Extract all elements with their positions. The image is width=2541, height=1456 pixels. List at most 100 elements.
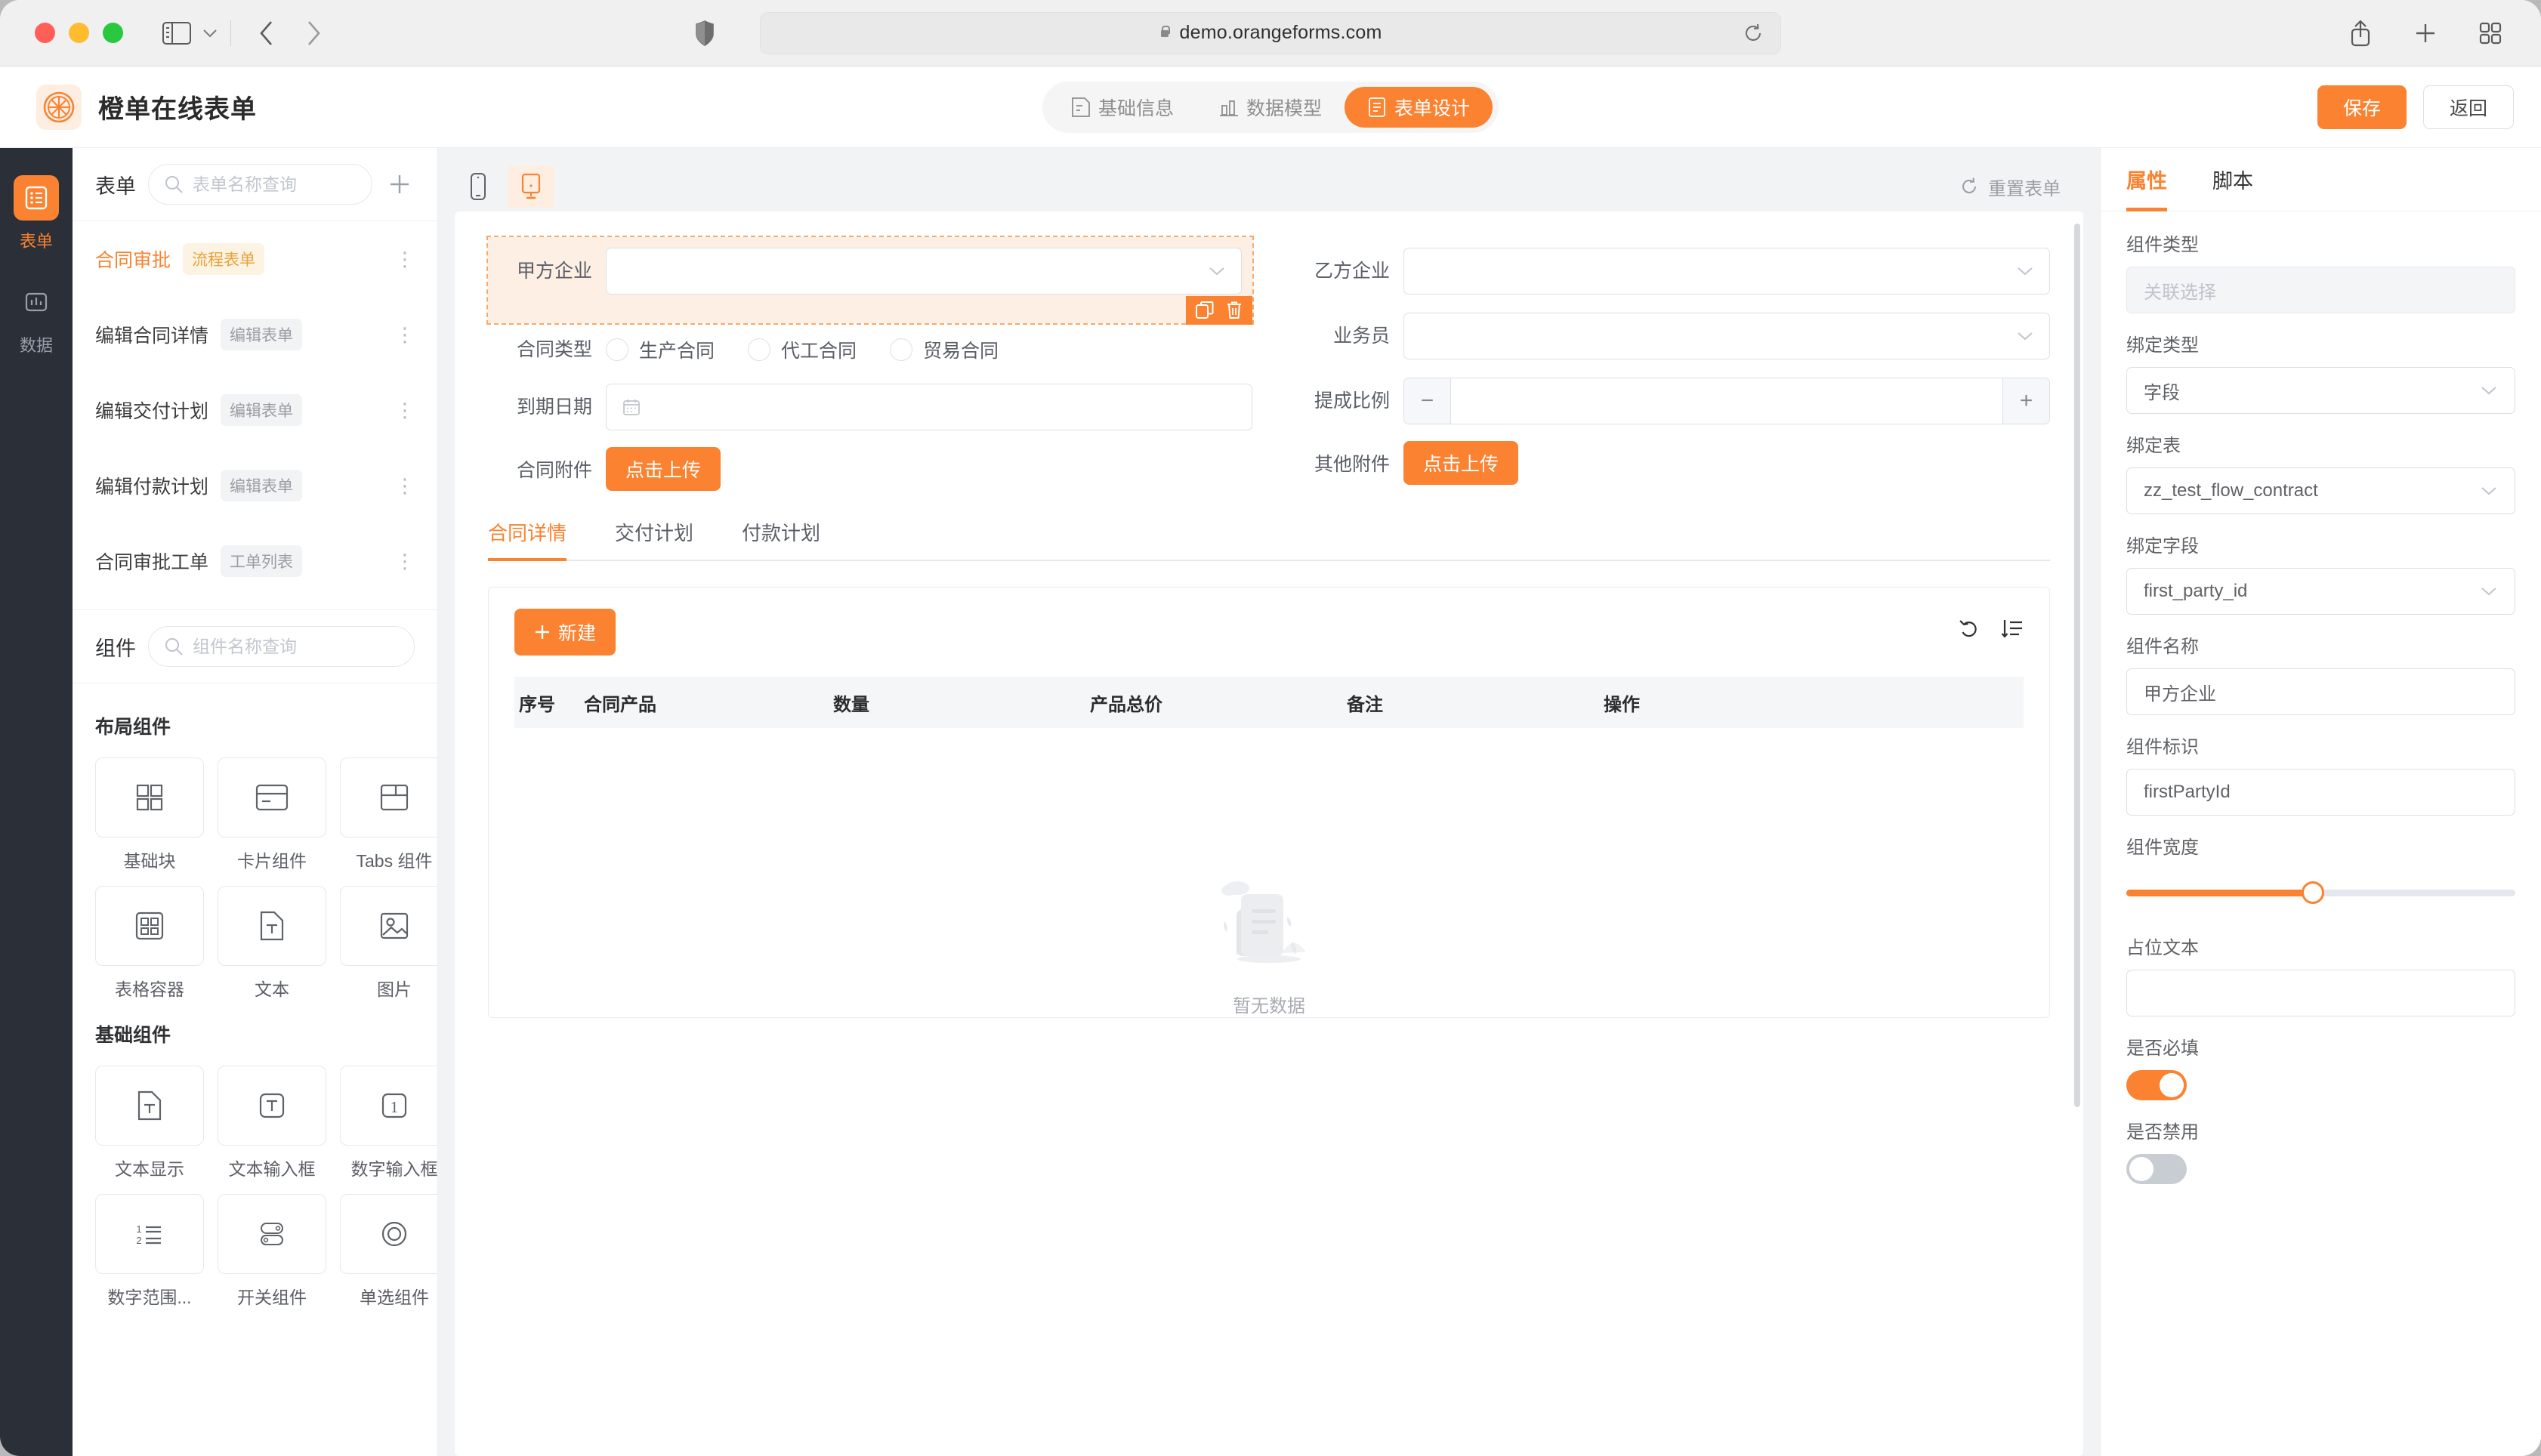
- tabs-icon: [340, 757, 437, 838]
- radio-option-production[interactable]: 生产合同: [606, 336, 715, 363]
- component-radio[interactable]: 单选组件: [340, 1194, 437, 1309]
- reload-icon[interactable]: [1743, 23, 1764, 44]
- empty-state-text: 暂无数据: [1233, 996, 1305, 1016]
- salesperson-select[interactable]: [1403, 313, 2050, 359]
- component-text-display[interactable]: 文本显示: [95, 1066, 204, 1180]
- bind-field-value: first_party_id: [2144, 581, 2248, 601]
- placeholder-text-input[interactable]: [2126, 970, 2515, 1016]
- second-party-select[interactable]: [1403, 248, 2050, 295]
- tab-contract-detail[interactable]: 合同详情: [488, 518, 589, 561]
- selected-component-first-party[interactable]: 甲方企业: [486, 236, 1254, 325]
- subtable-card: 新建: [488, 587, 2050, 1018]
- component-id-input[interactable]: firstPartyId: [2126, 769, 2515, 816]
- prop-label: 绑定类型: [2126, 335, 2199, 356]
- slider-knob[interactable]: [2302, 881, 2325, 904]
- commission-rate-stepper[interactable]: − +: [1403, 378, 2050, 424]
- tab-delivery-plan[interactable]: 交付计划: [615, 522, 694, 544]
- address-bar[interactable]: demo.orangeforms.com: [760, 11, 1781, 54]
- rail-item-forms[interactable]: 表单: [0, 163, 73, 267]
- stepper-increment-button[interactable]: +: [2002, 378, 2049, 424]
- form-search-input[interactable]: [193, 174, 357, 195]
- form-more-button[interactable]: ⋮: [395, 248, 415, 270]
- components-panel: 组件 布局组件 基础: [73, 609, 437, 1456]
- component-basic-block[interactable]: 基础块: [95, 757, 204, 872]
- first-party-select[interactable]: [606, 248, 1242, 295]
- form-search-box[interactable]: [148, 164, 372, 205]
- component-width-slider[interactable]: [2126, 869, 2515, 916]
- list-item[interactable]: 编辑交付计划 编辑表单 ⋮: [73, 372, 437, 448]
- bind-field-select[interactable]: first_party_id: [2126, 568, 2515, 615]
- undo-icon[interactable]: [1959, 618, 1981, 640]
- tab-form-design-label: 表单设计: [1394, 97, 1471, 119]
- form-more-button[interactable]: ⋮: [395, 474, 415, 497]
- component-switch[interactable]: 开关组件: [218, 1194, 326, 1309]
- form-more-button[interactable]: ⋮: [395, 550, 415, 572]
- other-upload-button[interactable]: 点击上传: [1403, 441, 1519, 485]
- component-label: 表格容器: [115, 979, 184, 999]
- field-contract-type: 合同类型 生产合同 代: [488, 326, 1252, 373]
- component-image[interactable]: 图片: [340, 886, 437, 1001]
- mobile-icon[interactable]: [455, 165, 502, 208]
- component-name-input[interactable]: 甲方企业: [2126, 668, 2515, 715]
- stepper-decrement-button[interactable]: −: [1404, 378, 1451, 424]
- shield-icon[interactable]: [695, 20, 715, 46]
- back-button[interactable]: 返回: [2422, 85, 2514, 129]
- desktop-icon[interactable]: [508, 165, 554, 208]
- save-button[interactable]: 保存: [2317, 85, 2407, 129]
- prop-label: 组件标识: [2126, 737, 2199, 757]
- component-card[interactable]: 卡片组件: [218, 757, 326, 872]
- contract-upload-button[interactable]: 点击上传: [606, 447, 721, 491]
- component-label: 开关组件: [237, 1288, 307, 1307]
- component-table-container[interactable]: 表格容器: [95, 886, 204, 1001]
- list-item[interactable]: 合同审批工单 工单列表 ⋮: [73, 523, 437, 599]
- new-record-button[interactable]: 新建: [514, 609, 616, 656]
- tab-data-model[interactable]: 数据模型: [1196, 87, 1345, 128]
- add-form-button[interactable]: [384, 172, 415, 196]
- stepper-value-input[interactable]: [1451, 378, 2002, 424]
- column-settings-icon[interactable]: [2001, 618, 2024, 640]
- sidebar-toggle-icon[interactable]: [162, 21, 191, 45]
- trash-icon[interactable]: [1225, 301, 1243, 320]
- rail-item-data[interactable]: 数据: [0, 267, 73, 372]
- tab-payment-plan[interactable]: 付款计划: [742, 522, 821, 544]
- chevron-left-icon[interactable]: [258, 20, 275, 47]
- form-name: 编辑合同详情: [95, 325, 209, 347]
- chevron-right-icon[interactable]: [305, 20, 322, 47]
- component-tabs[interactable]: Tabs 组件: [340, 757, 437, 872]
- form-more-button[interactable]: ⋮: [395, 323, 415, 346]
- share-icon[interactable]: [2349, 19, 2372, 47]
- number-input-icon: 1: [340, 1066, 437, 1146]
- close-window-button[interactable]: [35, 23, 55, 43]
- tab-script[interactable]: 脚本: [2212, 170, 2253, 193]
- tab-basic-info[interactable]: 基础信息: [1048, 87, 1196, 128]
- component-search-input[interactable]: [193, 636, 399, 657]
- tab-properties[interactable]: 属性: [2126, 148, 2167, 211]
- plus-icon[interactable]: [2414, 22, 2437, 45]
- canvas-scrollbar[interactable]: [2074, 224, 2080, 1107]
- component-text-input[interactable]: 文本输入框: [218, 1066, 326, 1180]
- radio-option-trade[interactable]: 贸易合同: [890, 336, 999, 363]
- component-number-input[interactable]: 1 数字输入框: [340, 1066, 437, 1180]
- minimize-window-button[interactable]: [69, 23, 89, 43]
- reset-form-button[interactable]: 重置表单: [1959, 174, 2083, 200]
- bind-table-select[interactable]: zz_test_flow_contract: [2126, 467, 2515, 514]
- form-more-button[interactable]: ⋮: [395, 399, 415, 421]
- disabled-toggle[interactable]: [2126, 1154, 2187, 1184]
- prop-bind-type: 绑定类型 字段: [2126, 330, 2515, 414]
- tab-overview-icon[interactable]: [2479, 22, 2502, 45]
- form-name: 合同审批: [95, 250, 171, 271]
- copy-icon[interactable]: [1195, 301, 1215, 320]
- list-item[interactable]: 编辑合同详情 编辑表单 ⋮: [73, 297, 437, 372]
- list-item[interactable]: 编辑付款计划 编辑表单 ⋮: [73, 448, 437, 523]
- component-text[interactable]: 文本: [218, 886, 326, 1001]
- radio-option-oem[interactable]: 代工合同: [748, 336, 857, 363]
- component-search-box[interactable]: [148, 626, 415, 667]
- maximize-window-button[interactable]: [103, 23, 123, 43]
- bind-type-select[interactable]: 字段: [2126, 367, 2515, 414]
- tab-form-design[interactable]: 表单设计: [1345, 86, 1493, 128]
- due-date-input[interactable]: [606, 384, 1252, 430]
- chevron-down-icon[interactable]: [202, 28, 218, 39]
- required-toggle[interactable]: [2126, 1070, 2187, 1100]
- list-item[interactable]: 合同审批 流程表单 ⋮: [73, 221, 437, 297]
